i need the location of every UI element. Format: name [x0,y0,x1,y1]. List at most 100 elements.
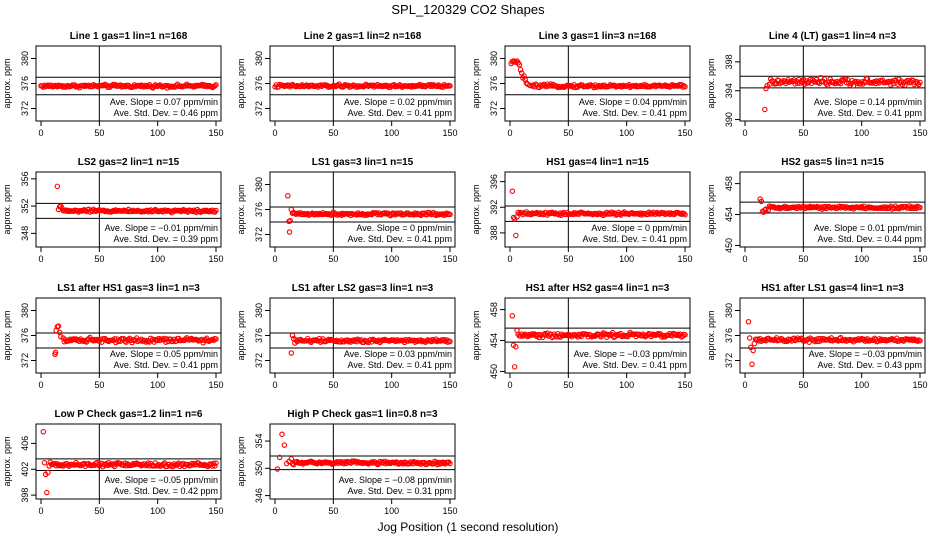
panel-title: LS1 after LS2 gas=3 lin=1 n=3 [292,283,434,294]
panel-title: HS1 after HS2 gas=4 lin=1 n=3 [526,283,670,294]
y-axis-label: approx. ppm [2,58,12,108]
data-point [749,361,755,367]
data-point [593,332,600,338]
panel-title: Line 3 gas=1 lin=3 n=168 [539,31,657,42]
data-point [60,84,66,90]
y-tick-label: 380 [254,51,264,66]
x-tick-label: 150 [677,254,692,264]
chart-panel: LS1 gas=3 lin=1 n=15 0 50 100 150 372 376 380 ap… [236,157,458,264]
x-tick-label: 50 [94,380,104,390]
y-tick-label: 450 [724,238,734,253]
panel-title: High P Check gas=1 lin=0.8 n=3 [287,409,438,420]
data-point [509,313,516,319]
std-dev-annotation: Ave. Std. Dev. = 0.42 ppm [114,486,218,496]
data-point [681,83,687,89]
y-tick-label: 376 [20,76,30,91]
x-tick-label: 100 [619,128,634,138]
y-tick-label: 352 [20,199,30,214]
slope-annotation: Ave. Slope = −0.05 ppm/min [105,475,218,485]
data-point [858,335,865,342]
panel-title: Line 1 gas=1 lin=1 n=168 [70,31,188,42]
y-tick-label: 388 [489,225,499,240]
y-tick-label: 350 [254,461,264,476]
chart-panel: Low P Check gas=1.2 lin=1 n=6 0 50 100 150 39… [2,409,224,516]
panel-grid: Line 1 gas=1 lin=1 n=168 0 50 100 150 372 376 3… [2,31,928,516]
data-point [279,431,285,437]
slope-annotation: Ave. Slope = −0.01 ppm/min [105,223,218,233]
data-point [45,469,51,476]
chart-panel: HS1 after LS1 gas=4 lin=1 n=3 0 50 100 150 37… [706,283,928,390]
data-point [369,459,375,465]
slope-annotation: Ave. Slope = 0.14 ppm/min [814,97,922,107]
y-tick-label: 392 [489,200,499,215]
chart-panel: LS2 gas=2 lin=1 n=15 0 50 100 150 348 352 356 ap… [2,157,224,264]
y-tick-label: 380 [254,177,264,192]
panel-title: Line 2 gas=1 lin=2 n=168 [304,31,422,42]
x-tick-label: 50 [328,380,338,390]
data-point [594,84,601,90]
x-tick-label: 100 [150,254,165,264]
chart-panel: HS1 gas=4 lin=1 n=15 0 50 100 150 388 392 396 ap… [471,157,693,264]
data-point [762,106,768,113]
y-tick-label: 454 [724,207,734,222]
data-point [287,218,293,224]
data-point [274,466,281,472]
panel-title: LS2 gas=2 lin=1 n=15 [78,157,180,168]
data-point [289,332,296,339]
y-tick-label: 356 [20,171,30,186]
x-tick-label: 100 [150,128,165,138]
x-tick-label: 150 [912,128,927,138]
chart-panel: HS1 after HS2 gas=4 lin=1 n=3 0 50 100 150 45… [471,283,693,390]
data-point [144,207,150,214]
x-tick-label: 50 [328,254,338,264]
data-point [213,336,219,342]
slope-annotation: Ave. Slope = 0 ppm/min [356,223,452,233]
data-point [535,331,541,338]
y-tick-label: 348 [20,226,30,241]
x-tick-label: 100 [854,254,869,264]
data-point [517,67,524,73]
data-point [914,80,921,86]
y-axis-label: approx. ppm [706,310,716,360]
slope-annotation: Ave. Slope = 0 ppm/min [591,223,687,233]
std-dev-annotation: Ave. Std. Dev. = 0.41 ppm [583,234,687,244]
slope-annotation: Ave. Slope = 0.04 ppm/min [579,97,687,107]
data-point [864,76,871,82]
data-point [814,338,821,345]
data-point [763,85,769,92]
x-tick-label: 100 [384,128,399,138]
data-point [682,211,688,218]
y-tick-label: 390 [724,112,734,127]
std-dev-annotation: Ave. Std. Dev. = 0.41 ppm [348,234,452,244]
x-tick-label: 0 [38,128,43,138]
data-point [522,77,528,83]
y-tick-label: 380 [254,303,264,318]
data-point [750,347,756,354]
x-tick-label: 0 [272,380,277,390]
data-point [167,208,174,215]
x-tick-label: 100 [384,506,399,516]
x-tick-label: 150 [208,254,223,264]
data-point [381,210,388,216]
data-point [213,207,219,214]
x-tick-label: 50 [328,128,338,138]
y-tick-label: 376 [724,328,734,343]
data-point [825,82,831,89]
data-point [55,323,62,329]
data-point [276,454,283,461]
data-point [209,463,216,469]
y-tick-label: 372 [254,101,264,116]
data-point [285,193,291,199]
data-point [447,460,453,467]
y-tick-label: 402 [20,462,30,477]
x-tick-label: 50 [563,380,573,390]
y-axis-label: approx. ppm [706,184,716,234]
y-tick-label: 458 [489,302,499,317]
data-point [641,332,647,339]
data-point [745,318,752,325]
slope-annotation: Ave. Slope = −0.08 ppm/min [339,475,452,485]
x-tick-label: 0 [507,128,512,138]
data-point [213,82,219,88]
x-tick-label: 0 [38,506,43,516]
data-point [678,211,685,217]
